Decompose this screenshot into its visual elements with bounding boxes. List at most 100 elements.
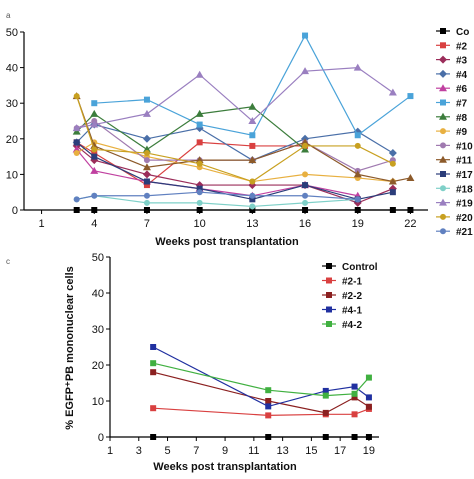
data-point: [143, 96, 150, 103]
data-point: [91, 100, 98, 107]
legend-marker: [439, 69, 447, 78]
panel-a-x-axis-title: Weeks post transplantation: [155, 236, 299, 248]
y-tick-label: 20: [92, 360, 104, 372]
x-tick-label: 7: [144, 218, 150, 230]
data-point: [195, 70, 204, 78]
data-point: [150, 405, 157, 412]
data-point: [142, 170, 151, 179]
data-point: [195, 156, 204, 164]
series-#7: [91, 32, 414, 139]
data-point: [407, 93, 414, 100]
legend-label: #18: [456, 184, 473, 195]
legend-label: #3: [456, 56, 468, 67]
data-point: [150, 434, 157, 440]
data-point: [353, 63, 362, 71]
data-point: [249, 178, 256, 185]
panel-c-legend: Control #2-1 #2-2 #4-1 #4-2: [322, 262, 378, 331]
y-tick-label: 10: [6, 169, 18, 181]
data-point: [322, 392, 329, 399]
data-point: [351, 383, 358, 390]
data-point: [249, 196, 256, 203]
y-tick-label: 0: [98, 432, 104, 444]
legend-item: #20: [436, 213, 473, 224]
x-tick-label: 10: [194, 218, 206, 230]
data-point: [351, 434, 358, 440]
series-line: [76, 95, 394, 183]
x-tick-label: 7: [193, 445, 199, 457]
legend-marker: [439, 198, 447, 206]
series-#4: [72, 120, 397, 165]
legend-item: #8: [436, 112, 468, 124]
series-#4-1: [150, 344, 372, 410]
data-point: [322, 387, 329, 394]
legend-label: #10: [456, 141, 473, 152]
x-tick-label: 19: [363, 445, 375, 457]
legend-marker: [439, 155, 447, 163]
data-point: [249, 192, 256, 199]
legend-label: #2-1: [342, 277, 362, 288]
legend-label: #19: [456, 199, 473, 210]
data-point: [143, 150, 150, 157]
data-point: [388, 88, 397, 96]
y-tick-label: 30: [92, 324, 104, 336]
panel-a-axes: [20, 31, 428, 214]
x-tick-label: 4: [91, 218, 97, 230]
data-point: [90, 141, 99, 149]
y-tick-label: 20: [6, 134, 18, 146]
legend-marker: [440, 142, 446, 149]
data-point: [73, 207, 80, 213]
legend-marker: [326, 306, 332, 313]
legend-item: #19: [436, 198, 473, 210]
legend-marker: [439, 84, 447, 92]
x-tick-label: 15: [305, 445, 317, 457]
data-point: [301, 138, 310, 146]
data-point: [365, 394, 372, 401]
legend-item: Control: [322, 262, 378, 273]
legend-label: #9: [456, 127, 468, 138]
series-#21: [73, 189, 361, 203]
series-line: [153, 362, 370, 397]
y-tick-label: 40: [92, 288, 104, 300]
x-tick-label: 1: [107, 445, 113, 457]
data-point: [301, 67, 310, 75]
series-line: [76, 66, 394, 129]
data-point: [196, 121, 203, 128]
legend-label: #8: [456, 113, 468, 124]
data-point: [90, 109, 99, 117]
data-point: [302, 171, 309, 178]
data-point: [91, 192, 98, 199]
legend-item: #6: [436, 84, 468, 95]
data-point: [302, 192, 309, 199]
legend-item: #3: [436, 55, 468, 67]
data-point: [322, 434, 329, 440]
data-point: [351, 394, 358, 401]
legend-item: #21: [436, 227, 473, 238]
x-tick-label: 5: [164, 445, 170, 457]
data-point: [353, 170, 362, 178]
data-point: [143, 182, 150, 189]
data-point: [91, 146, 98, 153]
legend-marker: [326, 277, 332, 284]
x-tick-label: 3: [136, 445, 142, 457]
x-tick-label: 1: [39, 218, 45, 230]
x-tick-label: 19: [352, 218, 364, 230]
data-point: [72, 145, 81, 153]
y-tick-label: 0: [12, 205, 18, 217]
legend-item: #17: [436, 170, 473, 181]
data-point: [248, 156, 257, 164]
data-point: [302, 32, 309, 39]
data-point: [91, 150, 98, 157]
data-point: [73, 150, 80, 157]
legend-label: #6: [456, 84, 468, 95]
data-point: [249, 207, 256, 213]
legend-label: #7: [456, 99, 468, 110]
data-point: [301, 145, 310, 153]
y-tick-label: 50: [6, 27, 18, 39]
data-point: [249, 132, 256, 139]
data-point: [351, 411, 358, 418]
data-point: [91, 207, 98, 213]
legend-item: #2: [436, 41, 468, 52]
data-point: [389, 160, 396, 167]
